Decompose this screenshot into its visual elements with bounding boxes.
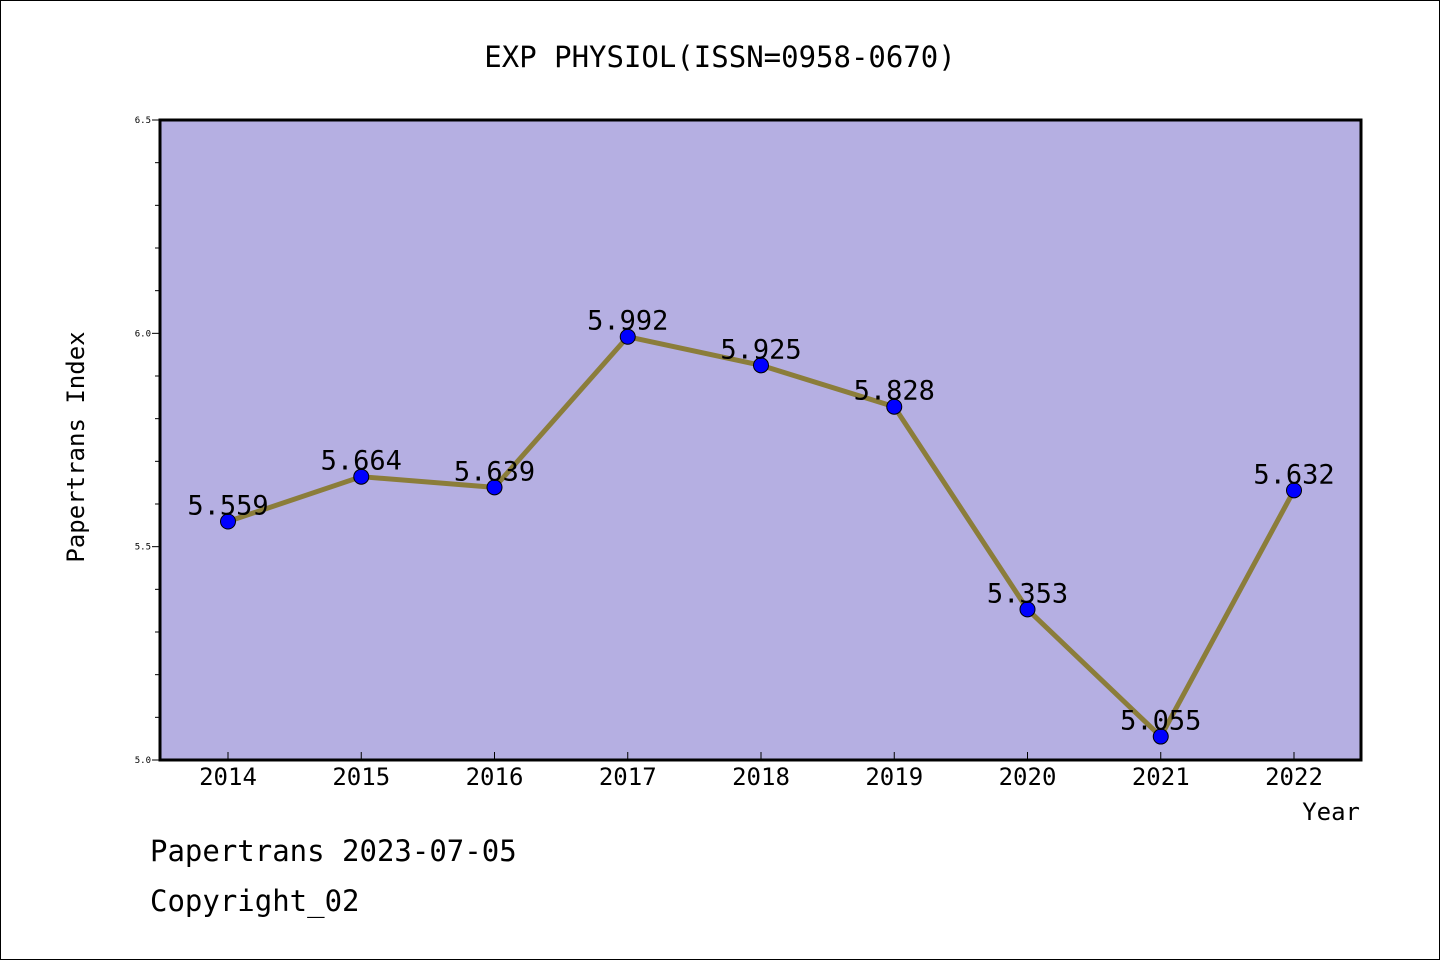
data-point [353, 468, 370, 485]
data-point [1152, 728, 1169, 745]
y-axis-label: Papertrans Index [62, 331, 90, 562]
x-tick-label: 2019 [865, 763, 923, 791]
x-axis-label: Year [1302, 798, 1360, 826]
data-label: 5.353 [987, 578, 1068, 609]
x-tick-label: 2017 [599, 763, 657, 791]
y-tick-label: 6.5 [135, 116, 151, 126]
data-point [886, 398, 903, 415]
data-label: 5.632 [1253, 459, 1334, 490]
data-point [1286, 482, 1302, 499]
x-tick-label: 2018 [732, 763, 790, 791]
chart-title: EXP PHYSIOL(ISSN=0958-0670) [484, 40, 955, 74]
plot-area [158, 118, 1363, 762]
data-label: 5.992 [587, 306, 668, 337]
data-labels-group: 5.559 5.664 5.639 5.992 5.925 5.828 5.353 5.055… [187, 306, 1334, 737]
data-point [1019, 601, 1036, 618]
data-label: 5.664 [321, 446, 402, 477]
data-label: 5.639 [454, 456, 535, 487]
x-tick-label: 2020 [999, 763, 1057, 791]
y-tick-label: 5.5 [135, 543, 151, 553]
data-point [619, 328, 636, 345]
x-axis-ticks: 2014 2015 2016 2017 2018 2019 2020 2021 2022 [199, 752, 1323, 791]
x-tick-label: 2015 [332, 763, 390, 791]
data-label: 5.559 [187, 490, 268, 521]
markers-group [220, 328, 1302, 745]
x-tick-label: 2022 [1265, 763, 1323, 791]
x-tick-label: 2021 [1132, 763, 1190, 791]
data-point [753, 357, 769, 374]
footer-source-date: Papertrans 2023-07-05 [150, 834, 517, 868]
data-point [220, 513, 236, 530]
y-tick-label: 6.0 [135, 329, 151, 339]
x-tick-label: 2014 [199, 763, 257, 791]
data-label: 5.828 [854, 376, 935, 407]
footer-copyright: Copyright_02 [150, 884, 360, 918]
data-point [486, 479, 503, 496]
data-label: 5.925 [720, 334, 801, 365]
data-label: 5.055 [1120, 706, 1201, 737]
x-tick-label: 2016 [466, 763, 524, 791]
y-tick-label: 5.0 [135, 756, 151, 766]
y-axis-ticks: 5.0 5.5 6.0 6.5 [135, 116, 160, 766]
